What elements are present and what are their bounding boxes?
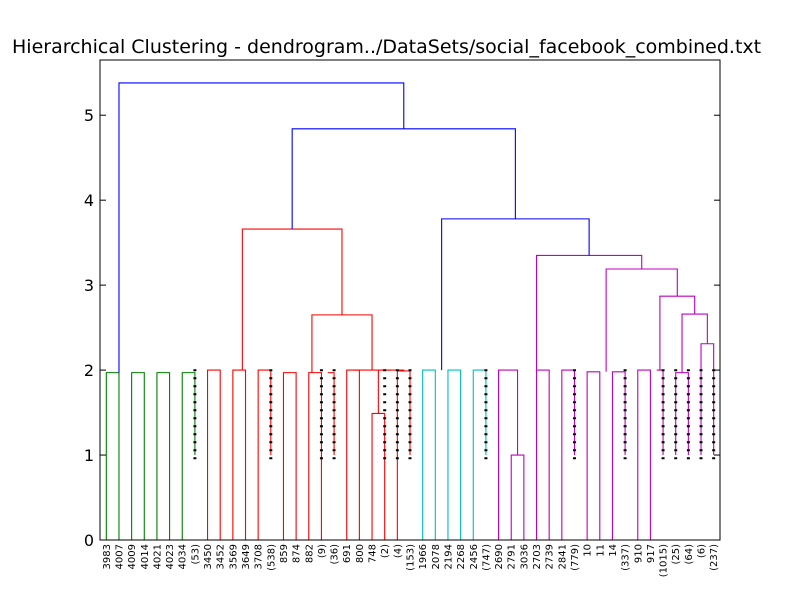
plot-frame	[99, 59, 721, 541]
dendrogram-link	[659, 295, 696, 371]
dendrogram-link	[637, 369, 651, 540]
leaf-label: 2194	[443, 544, 454, 569]
leaf-label: 14	[608, 544, 619, 557]
dendrogram-link	[611, 371, 626, 540]
leaf-label: 748	[368, 544, 379, 563]
dendrogram-link	[308, 372, 322, 540]
dendrogram-link	[498, 369, 519, 540]
leaf-label: 11	[595, 544, 606, 557]
dendrogram-link	[700, 343, 715, 456]
leaf-label: 2690	[494, 544, 505, 569]
dendrogram-link	[282, 372, 297, 540]
dendrogram-link	[346, 369, 360, 540]
leaf-label: 2268	[456, 544, 467, 569]
leaf-label: 3452	[216, 544, 227, 569]
leaf-label: 3649	[241, 544, 252, 569]
dendrogram-link	[586, 371, 601, 540]
leaf-label: 910	[633, 544, 644, 563]
dendrogram-link	[311, 314, 373, 373]
dendrogram-link	[675, 372, 689, 456]
y-tick-label: 1	[84, 446, 94, 465]
dendrogram-link	[535, 369, 550, 540]
dendrogram-link	[441, 218, 590, 371]
leaf-label: (64)	[684, 544, 695, 565]
leaf-label: 859	[279, 544, 290, 563]
leaf-label: (25)	[671, 544, 682, 565]
leaf-label: 2841	[557, 544, 568, 569]
dendrogram-link	[472, 369, 487, 540]
leaf-label: 3450	[203, 544, 214, 569]
chart-title: Hierarchical Clustering - dendrogram../D…	[12, 36, 761, 58]
dendrogram-link	[156, 372, 171, 540]
dendrogram-link	[605, 268, 678, 372]
dendrogram-link	[257, 369, 272, 540]
leaf-label: 917	[646, 544, 657, 563]
dendrogram-link	[561, 369, 576, 540]
leaf-label: (6)	[697, 544, 708, 558]
leaf-label: 4007	[114, 544, 125, 569]
leaf-label: (237)	[709, 544, 720, 571]
leaf-label: (4)	[393, 544, 404, 558]
leaf-label: 4023	[165, 544, 176, 569]
leaf-label: 2456	[469, 544, 480, 569]
leaf-label: (153)	[406, 544, 417, 571]
y-tick-label: 3	[84, 276, 94, 295]
y-tick-label: 4	[84, 191, 94, 210]
leaf-label: 4014	[140, 544, 151, 569]
dendrogram-link	[681, 313, 708, 373]
leaf-label: (53)	[190, 544, 201, 565]
dendrogram-link	[232, 369, 247, 540]
dendrogram-link	[241, 228, 343, 371]
leaf-label: 3036	[519, 544, 530, 569]
leaf-label: 874	[292, 544, 303, 563]
leaf-label: 2703	[532, 544, 543, 569]
leaf-label: 2078	[431, 544, 442, 569]
leaf-label: (538)	[266, 544, 277, 571]
leaf-label: (1015)	[659, 544, 670, 577]
leaf-label: (2)	[380, 544, 391, 558]
dendrogram-links	[105, 82, 716, 540]
leaf-label: 4009	[127, 544, 138, 569]
dendrogram-link	[131, 372, 145, 540]
dendrogram-link	[377, 369, 405, 414]
leaf-label: 4034	[178, 544, 189, 569]
dendrogram-link	[510, 454, 525, 540]
dendrogram-link	[207, 369, 221, 540]
y-tick-label: 5	[84, 106, 94, 125]
leaf-label: 691	[342, 544, 353, 563]
leaf-label: 882	[304, 544, 315, 563]
leaf-label: (337)	[621, 544, 632, 571]
dendrogram-link	[181, 372, 196, 540]
leaf-label: 800	[355, 544, 366, 563]
leaf-label: 3983	[102, 544, 113, 569]
dendrogram-link	[118, 82, 405, 373]
dendrogram-link	[327, 372, 335, 456]
leaf-label: 3708	[254, 544, 265, 569]
leaf-label: 3569	[228, 544, 239, 569]
dendrogram-link	[422, 369, 436, 540]
leaf-label: 1966	[418, 544, 429, 569]
leaf-label: 10	[583, 544, 594, 557]
leaf-label: 4021	[152, 544, 163, 569]
dendrogram-link	[447, 369, 462, 540]
dendrogram-link	[105, 372, 120, 540]
leaf-label: (779)	[570, 544, 581, 571]
leaf-label: (747)	[481, 544, 492, 571]
leaf-label: (9)	[317, 544, 328, 558]
dendrogram-link	[396, 370, 411, 540]
leaf-label: (36)	[330, 544, 341, 565]
x-axis: 3983 4007 4009 4014 4021 4023 4034 (53) 3450 3452…	[102, 544, 720, 577]
y-tick-label: 2	[84, 361, 94, 380]
leaf-label: 2791	[507, 544, 518, 569]
dendrogram-link	[535, 254, 643, 371]
y-tick-label: 0	[84, 531, 94, 550]
y-axis: 0 1 2 3 4 5	[84, 106, 720, 550]
dendrogram-link	[291, 128, 516, 230]
dendrogram-link	[371, 412, 386, 540]
leaf-label: 2739	[545, 544, 556, 569]
